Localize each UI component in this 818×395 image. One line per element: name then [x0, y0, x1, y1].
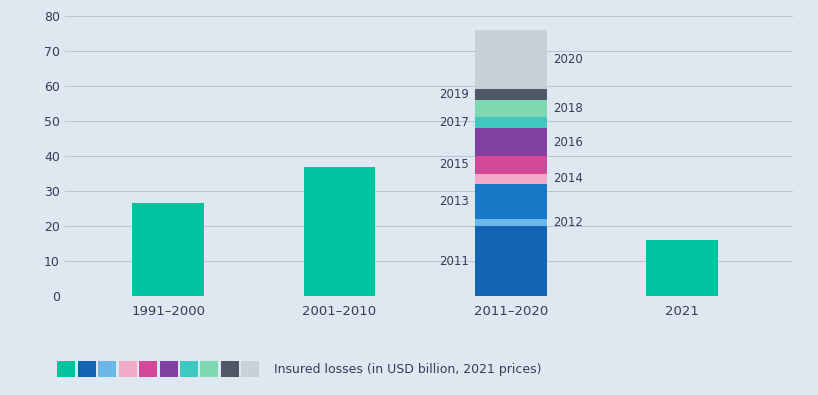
Bar — [474, 173, 546, 184]
Bar — [474, 156, 546, 173]
Text: 2019: 2019 — [439, 88, 469, 101]
Text: 2015: 2015 — [439, 158, 469, 171]
Bar — [646, 240, 718, 296]
Bar — [474, 128, 546, 156]
Bar — [474, 89, 546, 100]
Text: 2020: 2020 — [553, 53, 582, 66]
Text: 2018: 2018 — [553, 102, 582, 115]
Text: 2013: 2013 — [439, 195, 469, 208]
Text: 2017: 2017 — [439, 116, 469, 129]
Bar — [474, 226, 546, 296]
Text: 2014: 2014 — [553, 172, 582, 185]
Text: 2012: 2012 — [553, 216, 582, 229]
Text: 2011: 2011 — [439, 255, 469, 268]
Bar — [474, 219, 546, 226]
Bar — [474, 184, 546, 219]
Bar — [474, 100, 546, 117]
Bar — [474, 30, 546, 89]
Text: 2016: 2016 — [553, 135, 582, 149]
Text: Insured losses (in USD billion, 2021 prices): Insured losses (in USD billion, 2021 pri… — [274, 363, 542, 376]
Bar — [303, 167, 375, 296]
Bar — [474, 117, 546, 128]
Bar — [133, 203, 204, 296]
